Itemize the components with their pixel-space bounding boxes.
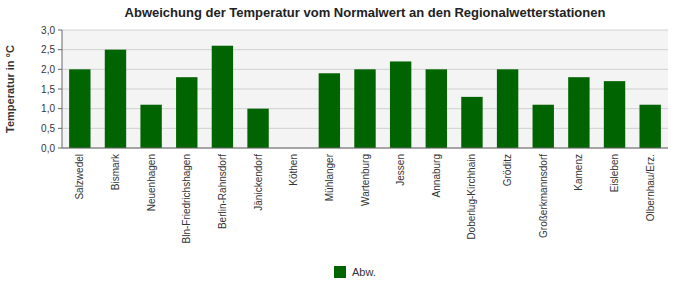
bar xyxy=(212,46,233,148)
x-tick-label: Doberlug-Kirchhain xyxy=(466,154,477,240)
bar xyxy=(390,61,411,148)
y-axis-label: Temperatur in °C xyxy=(4,45,16,133)
bar xyxy=(604,81,625,148)
x-tick-label: Gröditz xyxy=(502,154,513,186)
chart-svg: Abweichung der Temperatur vom Normalwert… xyxy=(0,0,680,289)
bar xyxy=(426,69,447,148)
y-tick xyxy=(58,49,62,50)
bar xyxy=(176,77,197,148)
y-tick-label: 0,0 xyxy=(41,143,55,154)
y-tick-label: 2,5 xyxy=(41,44,55,55)
x-tick-label: Neuenhagen xyxy=(146,154,157,211)
y-axis-line xyxy=(62,30,63,148)
grid-line xyxy=(62,148,668,149)
bar xyxy=(354,69,375,148)
x-tick-label: Wartenburg xyxy=(360,154,371,206)
legend-swatch xyxy=(334,266,346,278)
x-tick-label: Köthen xyxy=(288,154,299,186)
title: Abweichung der Temperatur vom Normalwert… xyxy=(125,5,606,20)
x-tick-label: Salzwedel xyxy=(74,154,85,200)
bar xyxy=(69,69,90,148)
bar xyxy=(319,73,340,148)
x-axis-line xyxy=(62,148,668,149)
grid-line xyxy=(62,49,668,50)
y-tick-label: 0,5 xyxy=(41,123,55,134)
y-tick xyxy=(58,108,62,109)
x-tick-label: Bln-Friedrichshagen xyxy=(181,154,192,244)
y-tick-label: 1,0 xyxy=(41,103,55,114)
x-tick-label: Bismark xyxy=(110,153,121,190)
x-tick-label: Jessen xyxy=(395,154,406,186)
y-tick-label: 1,5 xyxy=(41,84,55,95)
y-tick xyxy=(58,30,62,31)
grid xyxy=(62,30,668,148)
y-tick-label: 3,0 xyxy=(41,25,55,36)
chart-container: Abweichung der Temperatur vom Normalwert… xyxy=(0,0,680,289)
y-tick xyxy=(58,69,62,70)
bar xyxy=(639,105,660,148)
bar xyxy=(568,77,589,148)
x-tick-label: Berlin-Rahnsdorf xyxy=(217,154,228,229)
x-tick-label: Mühlanger xyxy=(324,153,335,201)
x-tick-label: Großerkmannsdorf xyxy=(538,154,549,238)
bar xyxy=(461,97,482,148)
grid-line xyxy=(62,30,668,31)
bar xyxy=(497,69,518,148)
x-tick-label: Kamenz xyxy=(573,154,584,191)
bar xyxy=(105,50,126,148)
y-tick xyxy=(58,89,62,90)
x-tick-label: Eisleben xyxy=(609,154,620,192)
y-tick xyxy=(58,148,62,149)
bars xyxy=(69,46,661,148)
plot-area xyxy=(62,30,668,148)
y-tick-label: 2,0 xyxy=(41,64,55,75)
legend: Abw. xyxy=(334,266,376,278)
x-tick-label: Olbernhau/Erz. xyxy=(645,154,656,221)
y-tick xyxy=(58,128,62,129)
x-tick-label: Jänickendorf xyxy=(253,154,264,211)
x-tick-label: Annaburg xyxy=(431,154,442,197)
bar xyxy=(140,105,161,148)
legend-label: Abw. xyxy=(352,266,376,278)
bar xyxy=(247,109,268,148)
bar xyxy=(533,105,554,148)
